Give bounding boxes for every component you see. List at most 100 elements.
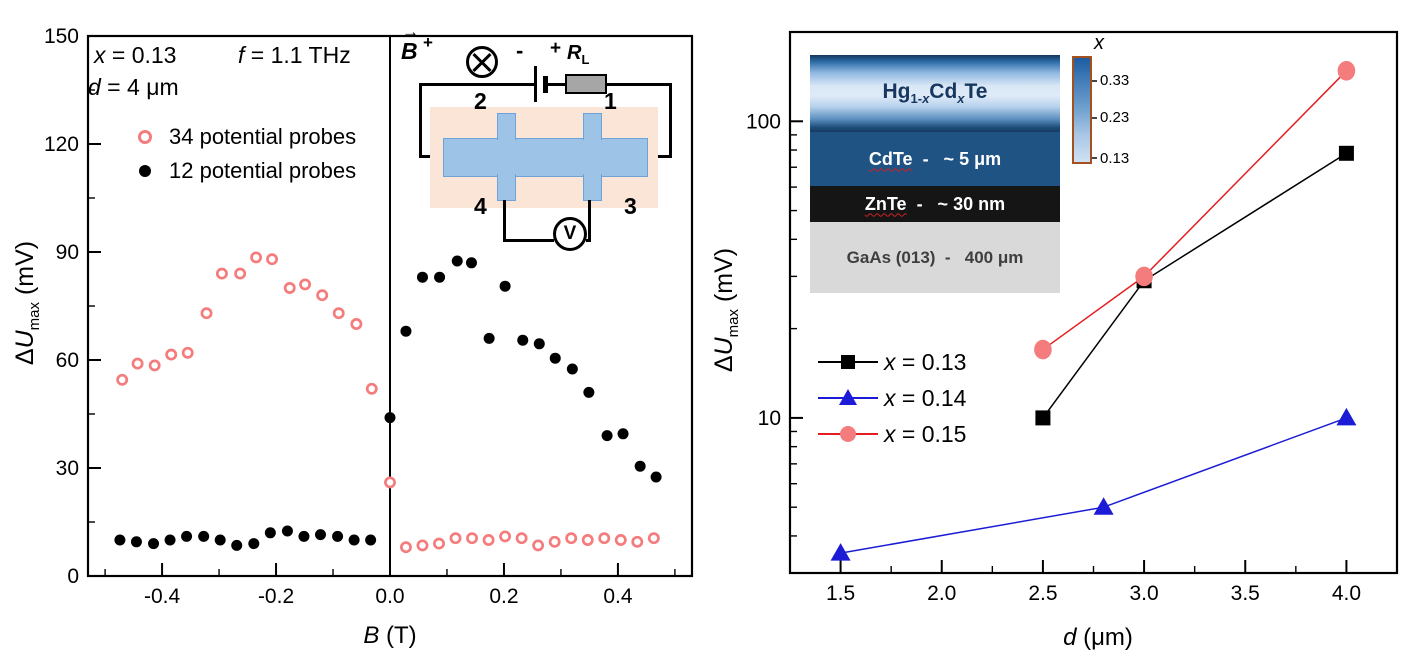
contact-probe-2 bbox=[497, 113, 516, 140]
legend-item-x013: x = 0.13 bbox=[818, 349, 1058, 375]
svg-text:150: 150 bbox=[44, 25, 79, 48]
svg-text:100: 100 bbox=[746, 110, 781, 133]
annotation-composition-value: = 0.13 bbox=[105, 42, 177, 68]
layer-gaas: GaAs (013) - 400 μm bbox=[810, 222, 1060, 293]
right-y-axis-unit: (mV) bbox=[710, 247, 738, 309]
wire bbox=[586, 239, 591, 242]
svg-text:0: 0 bbox=[67, 565, 79, 588]
battery-icon bbox=[543, 76, 548, 93]
right-y-axis-title: ΔUmax (mV) bbox=[710, 248, 742, 372]
left-y-axis-unit: (mV) bbox=[11, 240, 39, 302]
right-series-square bbox=[1035, 145, 1354, 426]
colorbar-tick-label: 0.13 bbox=[1100, 150, 1130, 167]
svg-text:90: 90 bbox=[56, 241, 79, 264]
colorbar-tick bbox=[1092, 157, 1097, 159]
battery-icon bbox=[534, 66, 537, 102]
square-marker-icon bbox=[841, 355, 855, 369]
left-y-axis-title: ΔUmax (mV) bbox=[11, 241, 43, 365]
filled-circle-marker-icon bbox=[128, 165, 162, 177]
left-series-filled-circle bbox=[114, 255, 662, 551]
legend-item-x014: x = 0.14 bbox=[818, 385, 1058, 411]
contact-label-3: 3 bbox=[624, 193, 637, 219]
svg-text:1.5: 1.5 bbox=[826, 582, 855, 605]
legend-label-34-probes: 34 potential probes bbox=[169, 124, 357, 149]
svg-text:3.5: 3.5 bbox=[1231, 582, 1260, 605]
layer-cdte: CdTe - ~ 5 μm bbox=[810, 132, 1060, 186]
legend-item-12-probes: 12 potential probes bbox=[128, 158, 356, 184]
left-x-axis-var: B bbox=[363, 622, 380, 649]
wire bbox=[419, 83, 536, 86]
composition-colorbar bbox=[1072, 56, 1092, 164]
contact-probe-1 bbox=[583, 113, 602, 140]
colorbar-tick-label: 0.33 bbox=[1100, 72, 1130, 89]
colorbar-tick bbox=[1092, 117, 1097, 119]
left-series-open-circle bbox=[116, 251, 660, 554]
svg-text:2.0: 2.0 bbox=[927, 582, 956, 605]
left-y-axis-sub: max bbox=[26, 302, 43, 331]
triangle-marker-icon bbox=[839, 389, 857, 405]
layer-hgcdte-label: Hg1-xCdxTe bbox=[882, 80, 988, 107]
load-resistor-label: RL bbox=[567, 42, 590, 67]
legend-label-12-probes: 12 potential probes bbox=[169, 158, 357, 183]
legend-item-x015: x = 0.15 bbox=[818, 421, 1058, 447]
svg-text:0.2: 0.2 bbox=[489, 585, 518, 608]
contact-probe-4 bbox=[497, 174, 516, 201]
magnetic-field-label: B bbox=[401, 38, 418, 64]
open-circle-marker-icon bbox=[128, 130, 162, 144]
annotation-composition-var: x bbox=[94, 42, 106, 68]
battery-minus-label: - bbox=[516, 38, 524, 63]
annotation-frequency-value: = 1.1 THz bbox=[244, 42, 351, 68]
svg-text:10: 10 bbox=[758, 407, 781, 430]
legend-item-34-probes: 34 potential probes bbox=[128, 124, 356, 150]
contact-label-4: 4 bbox=[474, 193, 487, 219]
colorbar-tick-label: 0.23 bbox=[1100, 109, 1130, 126]
annotation-thickness: d = 4 μm bbox=[88, 74, 179, 101]
circle-marker-icon bbox=[840, 426, 856, 442]
wire bbox=[588, 200, 591, 241]
legend-label-x015: x = 0.15 bbox=[884, 421, 967, 447]
contact-probe-3 bbox=[583, 174, 602, 201]
contact-label-1: 1 bbox=[604, 88, 617, 114]
layer-stack-inset: Hg1-xCdxTe CdTe - ~ 5 μm ZnTe - ~ 30 nm … bbox=[810, 55, 1060, 293]
right-y-axis-sub: max bbox=[725, 309, 742, 338]
right-chart: 1.5 2.0 2.5 3.0 3.5 4.0 10 100 bbox=[746, 30, 1399, 605]
annotation-composition: x = 0.13 bbox=[94, 42, 176, 69]
right-x-axis-var: d bbox=[1063, 624, 1077, 651]
voltmeter-icon: V bbox=[553, 217, 587, 251]
vector-arrow-icon: → bbox=[402, 22, 419, 41]
right-x-axis-unit: (μm) bbox=[1076, 624, 1133, 651]
svg-text:-0.2: -0.2 bbox=[258, 585, 294, 608]
annotation-thickness-value: = 4 μm bbox=[100, 74, 179, 100]
left-y-axis-var: U bbox=[11, 330, 39, 349]
svg-text:60: 60 bbox=[56, 349, 79, 372]
svg-text:120: 120 bbox=[44, 133, 79, 156]
colorbar-title: x bbox=[1094, 32, 1104, 54]
annotation-frequency: f = 1.1 THz bbox=[238, 42, 351, 69]
wire bbox=[646, 155, 672, 158]
wire bbox=[546, 83, 672, 86]
contact-label-2: 2 bbox=[474, 88, 487, 114]
layer-hgcdte: Hg1-xCdxTe bbox=[810, 55, 1060, 132]
layer-cdte-label: CdTe - ~ 5 μm bbox=[868, 148, 1002, 169]
svg-text:0.4: 0.4 bbox=[603, 585, 633, 608]
right-series-triangle bbox=[830, 407, 1357, 561]
right-series-circle bbox=[1034, 60, 1356, 360]
wire bbox=[419, 83, 422, 157]
voltmeter-label: V bbox=[563, 223, 577, 244]
hall-bar-sample bbox=[443, 138, 648, 177]
svg-text:-0.4: -0.4 bbox=[144, 585, 181, 608]
legend-label-x013: x = 0.13 bbox=[884, 349, 967, 375]
layer-znte: ZnTe - ~ 30 nm bbox=[810, 186, 1060, 222]
wire bbox=[503, 239, 554, 242]
svg-text:30: 30 bbox=[56, 457, 79, 480]
wire bbox=[503, 200, 506, 241]
annotation-thickness-var: d bbox=[88, 74, 101, 100]
svg-text:0.0: 0.0 bbox=[375, 585, 404, 608]
legend-label-x014: x = 0.14 bbox=[884, 385, 967, 411]
wire bbox=[669, 83, 672, 157]
annotation-frequency-var: f bbox=[238, 42, 245, 68]
battery-plus-label: + bbox=[550, 38, 562, 59]
svg-text:3.0: 3.0 bbox=[1129, 582, 1158, 605]
delta-symbol: Δ bbox=[710, 355, 738, 373]
